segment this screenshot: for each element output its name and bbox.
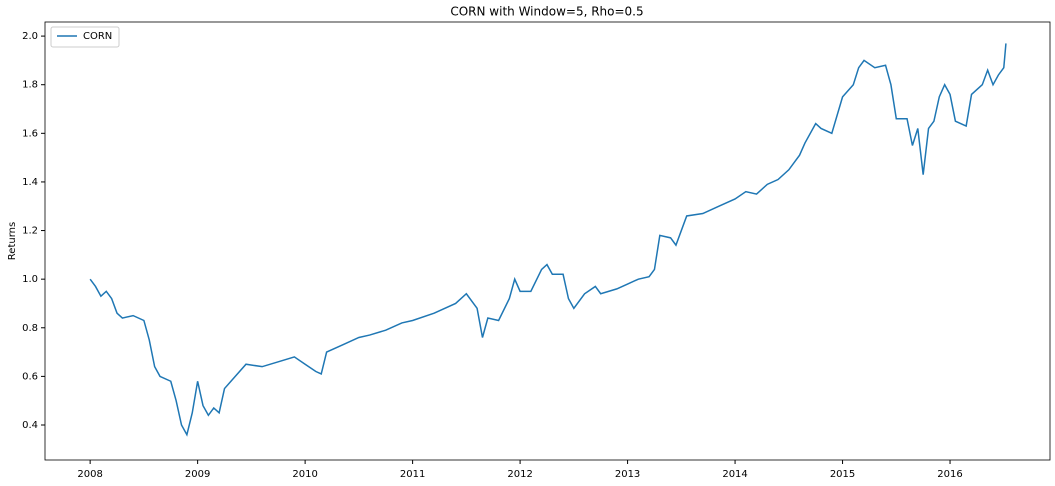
x-tick-label: 2015 xyxy=(830,469,855,480)
y-tick-label: 1.8 xyxy=(22,80,38,91)
x-tick-label: 2016 xyxy=(937,469,962,480)
y-tick-label: 0.6 xyxy=(22,371,38,382)
y-axis-label: Returns xyxy=(7,222,18,260)
y-tick-label: 1.0 xyxy=(22,274,38,285)
plot-frame xyxy=(44,21,1051,461)
legend-box xyxy=(50,26,120,48)
y-tick-label: 1.6 xyxy=(22,128,38,139)
x-tick-label: 2010 xyxy=(292,469,317,480)
y-tick-label: 0.8 xyxy=(22,323,38,334)
x-tick-label: 2011 xyxy=(400,469,425,480)
data-line xyxy=(89,43,1007,437)
legend-label: CORN xyxy=(83,31,112,42)
y-tick-label: 1.4 xyxy=(22,177,38,188)
x-tick-label: 2013 xyxy=(615,469,640,480)
x-tick-label: 2012 xyxy=(507,469,532,480)
chart-title: CORN with Window=5, Rho=0.5 xyxy=(450,5,643,19)
x-tick-label: 2009 xyxy=(185,469,210,480)
y-tick-label: 0.4 xyxy=(22,420,38,431)
y-tick-label: 1.2 xyxy=(22,226,38,237)
x-tick-label: 2008 xyxy=(77,469,102,480)
y-tick-label: 2.0 xyxy=(22,31,38,42)
x-tick-label: 2014 xyxy=(722,469,747,480)
